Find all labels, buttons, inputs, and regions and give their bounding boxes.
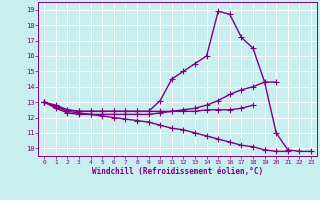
X-axis label: Windchill (Refroidissement éolien,°C): Windchill (Refroidissement éolien,°C) — [92, 167, 263, 176]
